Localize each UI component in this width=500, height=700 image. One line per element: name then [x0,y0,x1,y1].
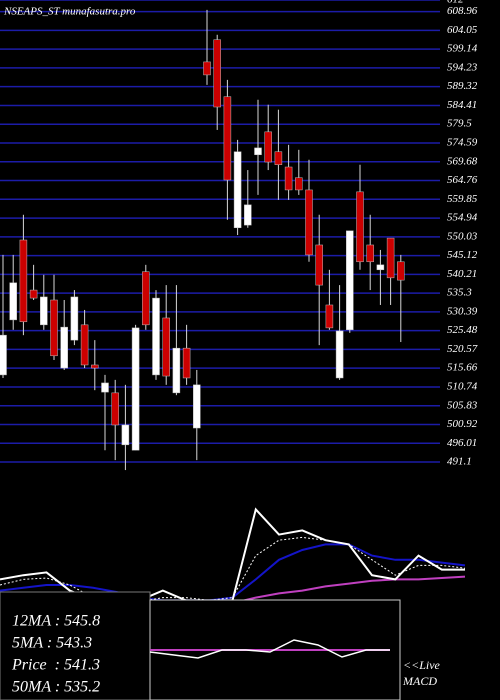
candle-body [305,189,313,256]
y-tick-label: 530.39 [447,305,478,317]
y-tick-label: 540.21 [447,268,477,280]
y-tick-label: 515.66 [447,362,478,374]
candle-body [376,264,385,271]
y-tick-label: 496.01 [447,437,477,449]
candle-body [254,147,262,156]
candle-body [346,230,354,331]
candle-body [9,282,17,321]
candle-body [284,166,293,191]
candle-body [386,237,395,279]
y-tick-label: 505.83 [447,399,478,411]
candle-body [121,424,130,446]
candle-body [91,364,99,369]
candle-body [182,347,191,379]
y-tick-label: 594.23 [447,61,478,73]
y-tick-label: 584.41 [447,99,477,111]
candle-body [70,296,79,341]
candle-body [40,296,48,326]
candle-body [264,131,272,163]
candle-body [50,299,58,357]
candle-body [213,39,221,108]
candle-body [101,382,109,393]
chart-title: NSEAPS_ST munafasutra.pro [3,6,136,18]
candle-body [152,297,160,376]
candle-body [172,347,181,394]
candle-body [131,327,140,451]
candle-body [366,244,374,263]
legend-entry: 50MA : 535.2 [12,679,100,696]
candle-body [193,384,201,429]
candle-body [233,151,242,229]
y-tick-label: 510.74 [447,381,478,393]
y-tick-label: 608.96 [447,5,478,17]
y-tick-label: 520.57 [447,343,478,355]
candle-body [295,177,303,191]
candle-body [80,324,89,366]
y-tick-label: 559.85 [447,193,478,205]
candle-body [29,289,38,299]
ma-line [0,536,466,604]
y-tick-label: 569.68 [447,155,478,167]
legend-entry: 12MA : 545.8 [12,613,100,630]
candle-body [356,191,364,263]
legend-box [0,591,151,700]
y-tick-label: 545.12 [447,249,478,261]
macd-label: <<Live [403,658,441,672]
y-tick-label: 599.14 [447,43,478,55]
y-tick-label: 500.92 [447,418,478,430]
candle-body [335,330,344,379]
y-tick-label: 491.1 [447,456,472,468]
y-tick-label: 589.32 [447,80,478,92]
y-tick-label: 612 [447,0,464,6]
y-tick-label: 579.5 [447,118,472,130]
macd-label: MACD [402,674,437,688]
candle-body [19,239,28,323]
candle-body [203,61,211,76]
candle-body [142,271,150,326]
y-tick-label: 550.03 [447,230,478,242]
y-tick-label: 525.48 [447,324,478,336]
legend-entry: 5MA : 543.3 [12,635,92,652]
y-tick-label: 554.94 [447,212,478,224]
macd-line [149,639,390,659]
y-tick-label: 535.3 [447,287,472,299]
candle-body [325,304,334,329]
candle-body [111,392,119,426]
candle-body [315,244,323,286]
candle-body [223,96,232,181]
y-tick-label: 564.76 [447,174,478,186]
candle-body [60,326,68,369]
candle-body [0,334,7,376]
y-tick-label: 604.05 [447,24,478,36]
y-tick-label: 574.59 [447,136,478,148]
candle-body [274,151,283,165]
candle-body [397,261,405,281]
legend-entry: Price : 541.3 [11,657,100,674]
candle-body [244,204,252,226]
candle-body [162,317,170,377]
